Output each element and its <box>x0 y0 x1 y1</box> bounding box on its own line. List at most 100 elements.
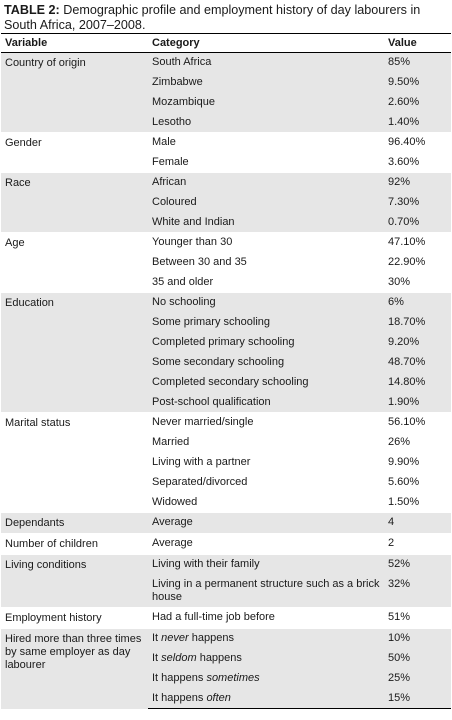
value-cell: 2 <box>384 533 451 555</box>
category-cell: Never married/single <box>148 412 384 433</box>
value-cell: 25% <box>384 668 451 689</box>
category-cell: Living with a partner <box>152 455 251 468</box>
table-row: 35 and older 30% <box>1 273 451 293</box>
variable-cell: Employment history <box>1 607 148 629</box>
variable-cell: Education <box>1 292 148 413</box>
category-emphasis: often <box>206 691 231 704</box>
category-text: It <box>152 651 162 664</box>
value-cell: 56.10% <box>384 412 451 433</box>
value-cell: 6% <box>384 292 451 313</box>
category-cell: Some primary schooling <box>148 312 384 333</box>
table-row: It seldom happens 50% <box>1 648 451 669</box>
table-row: It happens sometimes 25% <box>1 668 451 689</box>
value-cell: 18.70% <box>384 312 451 333</box>
variable-cell: Hired more than three times by same empl… <box>1 628 148 709</box>
value-cell: 1.40% <box>384 112 451 133</box>
value-cell: 51% <box>384 607 451 629</box>
category-cell: It happens sometimes <box>148 668 384 689</box>
table-row: Gender Male 96.40% <box>1 132 451 173</box>
category-cell: Post-school qualification <box>148 392 384 413</box>
category-cell: Had a full-time job before <box>148 607 384 629</box>
category-cell: Lesotho <box>148 112 384 133</box>
table-row: Mozambique 2.60% <box>1 92 451 113</box>
header-category: Category <box>148 33 384 53</box>
value-cell: 2.60% <box>384 92 451 113</box>
category-text: It <box>152 632 162 644</box>
table-row: Completed primary schooling 9.20% <box>1 332 451 353</box>
table-row: Country of origin South Africa 85% <box>1 52 451 133</box>
table-row: Age Younger than 30 47.10% <box>1 232 451 293</box>
value-cell: 26% <box>388 435 411 448</box>
header-value: Value <box>384 33 451 53</box>
header-variable: Variable <box>1 33 148 53</box>
variable-cell: Number of children <box>1 533 148 555</box>
variable-cell: Country of origin <box>1 52 148 133</box>
category-cell: No schooling <box>148 292 384 313</box>
value-cell: 3.60% <box>388 155 420 168</box>
table-row: Living in a permanent structure such as … <box>1 574 451 608</box>
variable-cell: Dependants <box>1 512 148 534</box>
category-text: happens <box>188 632 234 644</box>
table-row: Post-school qualification 1.90% <box>1 392 451 413</box>
category-cell: Married <box>152 435 190 448</box>
category-emphasis: sometimes <box>206 671 260 684</box>
value-cell: 96.40% <box>384 132 451 153</box>
table-row: Separated/divorced 5.60% <box>1 473 451 493</box>
value-cell: 10% <box>384 628 451 649</box>
value-cell: 52% <box>384 554 451 575</box>
table-row: Hired more than three times by same empl… <box>1 628 451 709</box>
table-row: Between 30 and 35 22.90% <box>1 253 451 273</box>
category-cell: Some secondary schooling <box>148 352 384 373</box>
value-cell: 1.90% <box>384 392 451 413</box>
variable-cell: Living conditions <box>1 554 148 608</box>
value-cell: 7.30% <box>384 192 451 213</box>
variable-cell: Age <box>1 232 148 293</box>
table-row: Living with a partner 9.90% <box>1 453 451 473</box>
value-cell: 4 <box>384 512 451 534</box>
category-cell: Male <box>148 132 384 153</box>
value-cell: 9.50% <box>384 72 451 93</box>
table-row: Dependants Average 4 <box>1 512 451 534</box>
table-row: Race African 92% <box>1 172 451 233</box>
category-cell: Completed primary schooling <box>148 332 384 353</box>
category-text: happens <box>196 651 242 664</box>
category-text: It happens <box>152 671 207 684</box>
category-cell: Coloured <box>148 192 384 213</box>
variable-cell: Race <box>1 172 148 233</box>
table-row: It happens often 15% <box>1 688 451 709</box>
table-row: Lesotho 1.40% <box>1 112 451 133</box>
value-cell: 92% <box>384 172 451 193</box>
category-emphasis: never <box>161 632 189 644</box>
table-caption: TABLE 2: Demographic profile and employm… <box>4 3 450 32</box>
value-cell: 22.90% <box>388 255 426 268</box>
table-caption-text: Demographic profile and employment histo… <box>4 3 421 32</box>
value-cell: 14.80% <box>384 372 451 393</box>
value-cell: 85% <box>384 52 451 73</box>
value-cell: 50% <box>384 648 451 669</box>
category-text: It happens <box>152 691 207 704</box>
category-cell: It happens often <box>148 688 384 709</box>
category-cell: Younger than 30 <box>148 232 384 253</box>
value-cell: 48.70% <box>384 352 451 373</box>
category-cell: Living with their family <box>148 554 384 575</box>
table-body: Country of origin South Africa 85% Zimbabwe… <box>1 52 451 709</box>
category-cell: Between 30 and 35 <box>152 255 247 268</box>
category-cell: Living in a permanent structure such as … <box>148 574 384 608</box>
category-cell: White and Indian <box>148 212 384 233</box>
demographic-table: Variable Category Value Country of origi… <box>1 33 451 709</box>
value-cell: 1.50% <box>388 495 420 508</box>
category-cell: Zimbabwe <box>148 72 384 93</box>
table-row: Number of children Average 2 <box>1 533 451 555</box>
table-row: Some primary schooling 18.70% <box>1 312 451 333</box>
category-cell: Widowed <box>152 495 198 508</box>
table-row: Zimbabwe 9.50% <box>1 72 451 93</box>
value-cell: 32% <box>384 574 451 608</box>
value-cell: 9.20% <box>384 332 451 353</box>
table-row: Widowed 1.50% <box>1 493 451 513</box>
category-emphasis: seldom <box>161 651 197 664</box>
category-cell: South Africa <box>148 52 384 73</box>
value-cell: 30% <box>388 275 411 288</box>
table-row: Female 3.60% <box>1 153 451 173</box>
value-cell: 47.10% <box>384 232 451 253</box>
